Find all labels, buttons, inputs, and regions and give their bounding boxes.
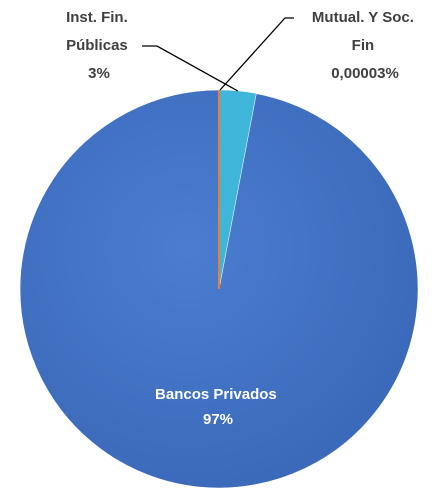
label-inst-fin-publicas-line1: Inst. Fin. (66, 9, 128, 26)
label-mutual-soc-fin-pct: 0,00003% (331, 65, 399, 82)
label-mutual-soc-fin: Mutual. Y Soc. Fin 0,00003% (312, 9, 418, 82)
label-bancos-privados: Bancos Privados 97% (155, 386, 281, 428)
label-inst-fin-publicas: Inst. Fin. Públicas 3% (66, 9, 132, 82)
leader-line-inst-fin-publicas (142, 45, 239, 92)
leader-line-mutual-soc-fin (219, 17, 294, 91)
label-bancos-privados-name: Bancos Privados (155, 386, 277, 403)
pie-slices (19, 89, 419, 488)
label-inst-fin-publicas-pct: 3% (88, 65, 110, 82)
label-bancos-privados-pct: 97% (203, 411, 233, 428)
leader-lines (142, 17, 294, 92)
label-inst-fin-publicas-line2: Públicas (66, 37, 128, 54)
label-mutual-soc-fin-line1: Mutual. Y Soc. (312, 9, 414, 26)
label-mutual-soc-fin-line2: Fin (352, 37, 375, 54)
pie-slice-bancos-privados (19, 89, 419, 488)
